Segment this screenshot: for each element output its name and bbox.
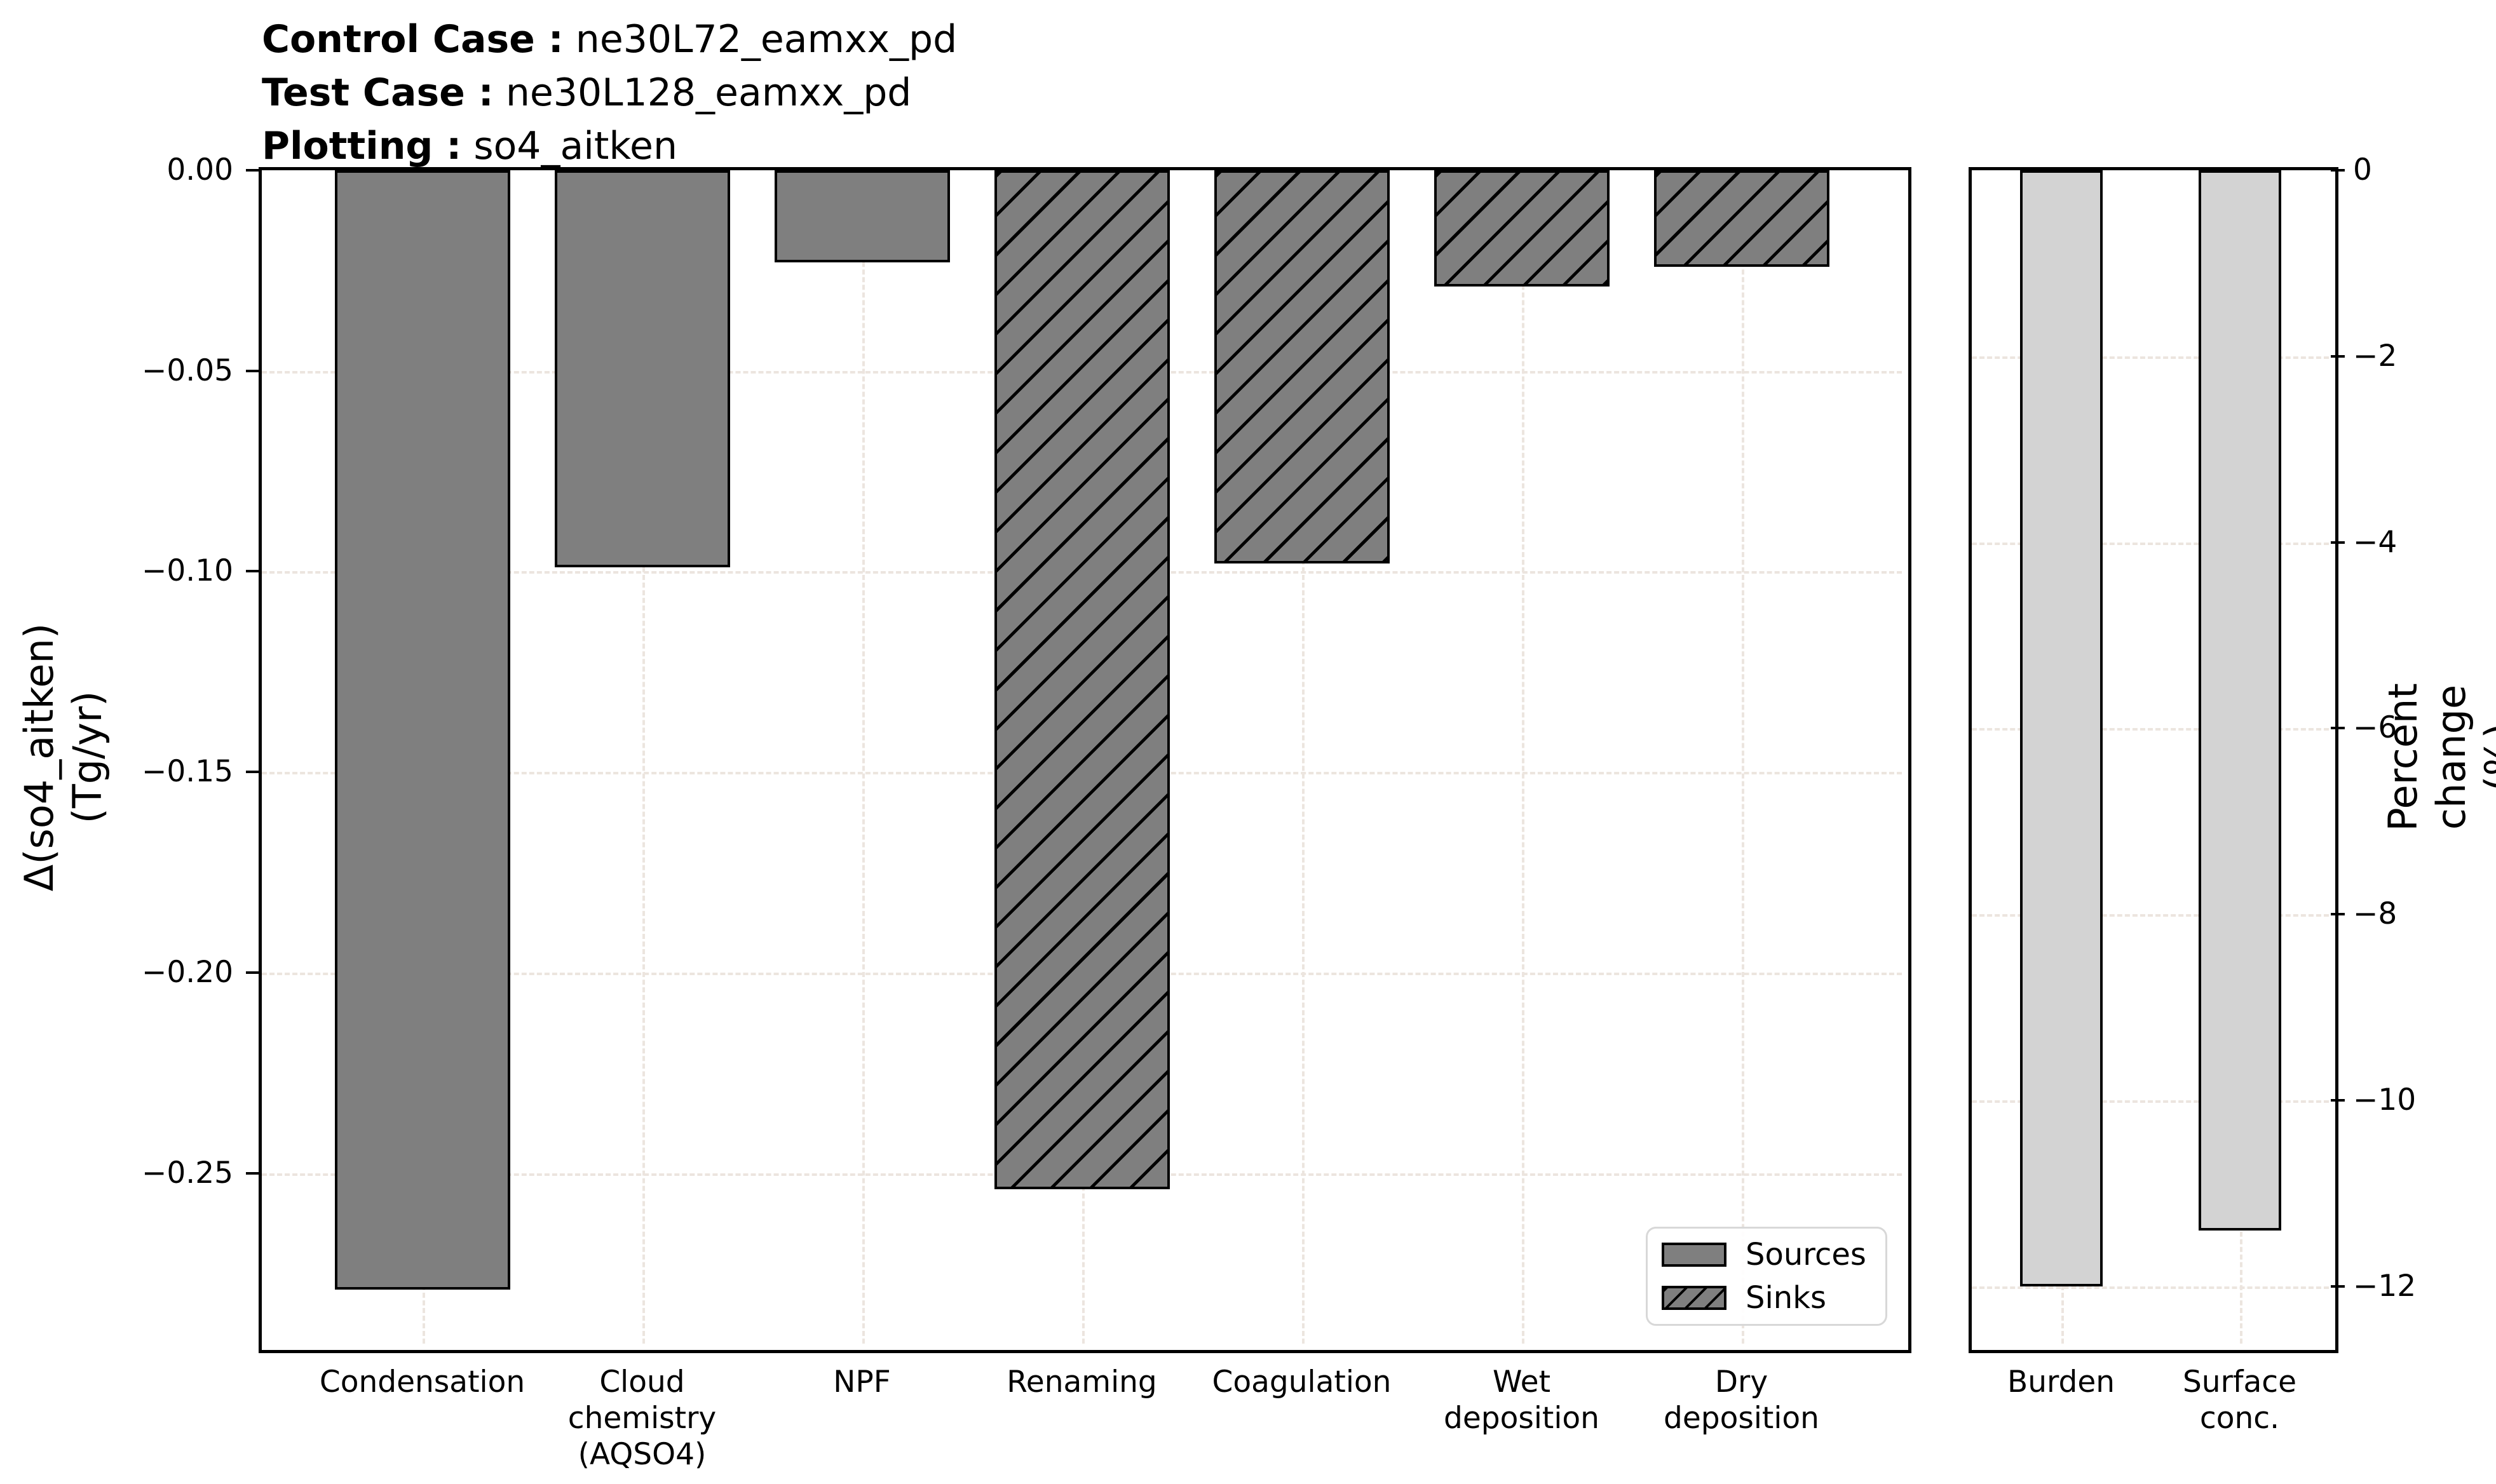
category-label-npf: NPF xyxy=(833,1365,891,1400)
legend-swatch-sinks xyxy=(1662,1286,1726,1311)
category-label-wet-deposition: Wet deposition xyxy=(1444,1365,1599,1436)
bar-burden xyxy=(2019,170,2103,1286)
y-tick-−8 xyxy=(2331,913,2345,916)
y-tick-label-−6: −6 xyxy=(2353,710,2398,746)
y-tick-label-−0.15: −0.15 xyxy=(141,754,233,790)
legend-swatch-sources xyxy=(1662,1242,1726,1267)
gridline-h-−8 xyxy=(1972,914,2329,917)
y-tick-label-0: 0 xyxy=(2353,152,2372,187)
bar-npf xyxy=(774,170,950,263)
category-label-renaming: Renaming xyxy=(1007,1365,1157,1400)
bar-surface-conc xyxy=(2198,170,2281,1231)
gridline-v-wet-deposition xyxy=(1521,170,1524,1344)
control-case-label: Control Case : xyxy=(262,17,564,62)
gridline-v-coagulation xyxy=(1301,170,1305,1344)
gridline-v-cloud-chemistry-aqso4 xyxy=(642,170,645,1344)
header-line-plotting: Plotting : so4_aitken xyxy=(262,119,957,173)
gridline-h-−6 xyxy=(1972,728,2329,731)
y-tick-−10 xyxy=(2331,1099,2345,1102)
y-tick-label-−0.05: −0.05 xyxy=(141,353,233,388)
y-tick-label-−0.10: −0.10 xyxy=(141,553,233,589)
y-tick-label-0.00: 0.00 xyxy=(166,152,233,187)
header-line-test-case: Test Case : ne30L128_eamxx_pd xyxy=(262,66,957,119)
y-tick-−2 xyxy=(2331,354,2345,358)
y-tick-label-−0.25: −0.25 xyxy=(141,1155,233,1191)
test-case-value: ne30L128_eamxx_pd xyxy=(493,71,912,115)
y-tick-−0.10 xyxy=(246,570,260,573)
legend-label-sources: Sources xyxy=(1746,1236,1866,1272)
header-line-control-case: Control Case : ne30L72_eamxx_pd xyxy=(262,13,957,66)
gridline-h-−4 xyxy=(1972,542,2329,545)
y-tick-−0.25 xyxy=(246,1171,260,1175)
category-label-coagulation: Coagulation xyxy=(1212,1365,1392,1400)
y-tick-−0.20 xyxy=(246,971,260,974)
control-case-value: ne30L72_eamxx_pd xyxy=(563,17,958,62)
category-label-surface-conc: Surface conc. xyxy=(2182,1365,2297,1436)
bar-wet-deposition xyxy=(1434,170,1610,287)
y-tick-−12 xyxy=(2331,1285,2345,1288)
bar-renaming xyxy=(994,170,1170,1189)
bar-dry-deposition xyxy=(1653,170,1829,267)
category-label-condensation: Condensation xyxy=(319,1365,526,1400)
bar-cloud-chemistry-aqso4 xyxy=(554,170,730,568)
bar-condensation xyxy=(334,170,510,1290)
y-tick-−4 xyxy=(2331,541,2345,544)
plotting-label: Plotting : xyxy=(262,124,462,168)
legend: Sources Sinks xyxy=(1646,1227,1887,1326)
test-case-label: Test Case : xyxy=(262,71,494,115)
y-tick-label-−8: −8 xyxy=(2353,896,2398,932)
plotting-value: so4_aitken xyxy=(461,124,677,168)
legend-item-sinks: Sinks xyxy=(1662,1280,1885,1316)
legend-item-sources: Sources xyxy=(1662,1237,1885,1272)
y-tick-label-−10: −10 xyxy=(2353,1083,2417,1118)
y-tick-−0.05 xyxy=(246,369,260,372)
y-tick-label-−4: −4 xyxy=(2353,524,2398,560)
y-tick-−6 xyxy=(2331,727,2345,730)
y-tick-label-−0.20: −0.20 xyxy=(141,954,233,990)
gridline-v-npf xyxy=(862,170,865,1344)
gridline-v-dry-deposition xyxy=(1741,170,1744,1344)
gridline-h-−10 xyxy=(1972,1100,2329,1103)
y-tick-label-−2: −2 xyxy=(2353,338,2398,374)
gridline-h-−12 xyxy=(1972,1286,2329,1289)
bar-coagulation xyxy=(1214,170,1390,563)
category-label-dry-deposition: Dry deposition xyxy=(1664,1365,1819,1436)
y-tick-−0.15 xyxy=(246,771,260,774)
gridline-h-−2 xyxy=(1972,356,2329,359)
right-y-axis-label: Percent change (%) xyxy=(2380,683,2496,832)
y-tick-0 xyxy=(2331,169,2345,172)
header: Control Case : ne30L72_eamxx_pd Test Cas… xyxy=(262,13,957,173)
category-label-burden: Burden xyxy=(2007,1365,2115,1400)
y-tick-label-−12: −12 xyxy=(2353,1268,2417,1304)
y-tick-0.00 xyxy=(246,169,260,172)
category-label-cloud-chemistry-aqso4: Cloud chemistry (AQSO4) xyxy=(567,1365,717,1472)
legend-label-sinks: Sinks xyxy=(1746,1280,1827,1316)
